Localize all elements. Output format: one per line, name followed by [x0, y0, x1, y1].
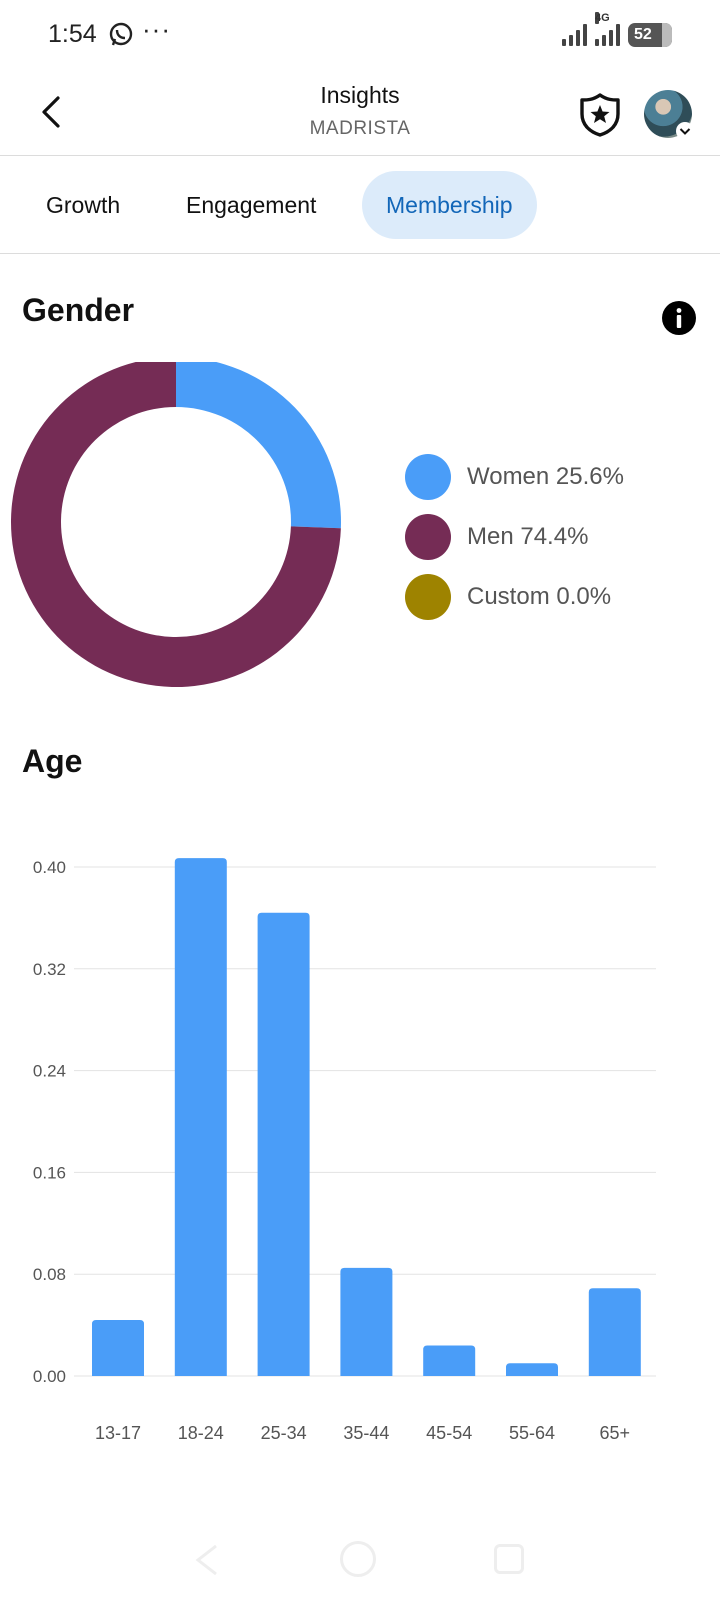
- y-tick-label: 0.16: [33, 1163, 66, 1182]
- nav-home-icon[interactable]: [340, 1541, 376, 1577]
- x-tick-label: 35-44: [343, 1423, 389, 1443]
- x-tick-label: 25-34: [261, 1423, 307, 1443]
- age-bar-35-44: [340, 1267, 393, 1376]
- back-arrow-icon[interactable]: [34, 90, 74, 134]
- status-time: 1:54: [48, 20, 97, 48]
- age-bar-chart: 0.00 0.08 0.16 0.24 0.32 0.40 13-17 18-24 25-34 3…: [33, 858, 656, 1443]
- legend-label-men: Men 74.4%: [467, 523, 589, 550]
- legend-label-women: Women 25.6%: [467, 463, 624, 490]
- chevron-down-icon[interactable]: [676, 122, 694, 140]
- custom-swatch: [405, 574, 451, 620]
- next-section-heading-partial: [22, 1496, 242, 1510]
- x-tick-label: 65+: [600, 1423, 631, 1443]
- system-nav-bar: [0, 1520, 720, 1600]
- nav-recents-icon[interactable]: [494, 1544, 524, 1574]
- insights-tabs: Growth Engagement Membership: [0, 157, 720, 254]
- gender-section-title: Gender: [22, 292, 135, 328]
- x-tick-label: 18-24: [178, 1423, 224, 1443]
- age-bar-18-24: [174, 858, 227, 1376]
- info-icon[interactable]: [661, 300, 697, 336]
- y-tick-label: 0.24: [33, 1062, 66, 1081]
- y-tick-label: 0.08: [33, 1265, 66, 1284]
- app-header: Insights MADRISTA: [0, 70, 720, 156]
- x-tick-label: 45-54: [426, 1423, 472, 1443]
- battery-icon: 52: [628, 23, 672, 47]
- tab-engagement[interactable]: Engagement: [186, 192, 317, 218]
- x-tick-label: 13-17: [95, 1423, 141, 1443]
- legend-item-women: Women 25.6%: [405, 447, 624, 507]
- gender-donut-chart: [11, 362, 341, 687]
- age-section-title: Age: [22, 743, 83, 779]
- donut-slice-men: [11, 362, 341, 687]
- age-bar-45-54: [423, 1345, 476, 1376]
- y-tick-label: 0.32: [33, 960, 66, 979]
- men-swatch: [405, 514, 451, 560]
- signal-4g-icon: 4G: [595, 12, 620, 46]
- tab-membership[interactable]: Membership: [362, 171, 537, 239]
- y-tick-label: 0.00: [33, 1367, 66, 1386]
- status-bar: 1:54 ··· 4G 52: [0, 0, 720, 70]
- age-bar-25-34: [257, 912, 310, 1376]
- whatsapp-icon: [109, 22, 133, 46]
- page-title: Insights: [320, 82, 400, 108]
- legend-item-custom: Custom 0.0%: [405, 567, 624, 627]
- admin-shield-icon[interactable]: [578, 92, 622, 138]
- nav-back-icon[interactable]: [192, 1542, 222, 1578]
- donut-slice-women: [176, 362, 341, 529]
- status-indicators: 4G 52: [562, 12, 672, 50]
- tab-growth[interactable]: Growth: [46, 192, 121, 218]
- age-bar-55-64: [506, 1363, 558, 1376]
- legend-label-custom: Custom 0.0%: [467, 583, 612, 610]
- gender-legend: Women 25.6% Men 74.4% Custom 0.0%: [405, 447, 624, 627]
- legend-item-men: Men 74.4%: [405, 507, 624, 567]
- x-tick-label: 55-64: [509, 1423, 555, 1443]
- more-notifications-icon: ···: [142, 14, 171, 44]
- signal-icon: [562, 24, 587, 46]
- age-bar-13-17: [92, 1320, 144, 1376]
- age-bar-65+: [588, 1288, 641, 1376]
- y-tick-label: 0.40: [33, 858, 66, 877]
- battery-level: 52: [634, 26, 652, 43]
- page-subtitle: MADRISTA: [309, 118, 411, 139]
- women-swatch: [405, 454, 451, 500]
- network-type-label: 4G: [595, 12, 610, 24]
